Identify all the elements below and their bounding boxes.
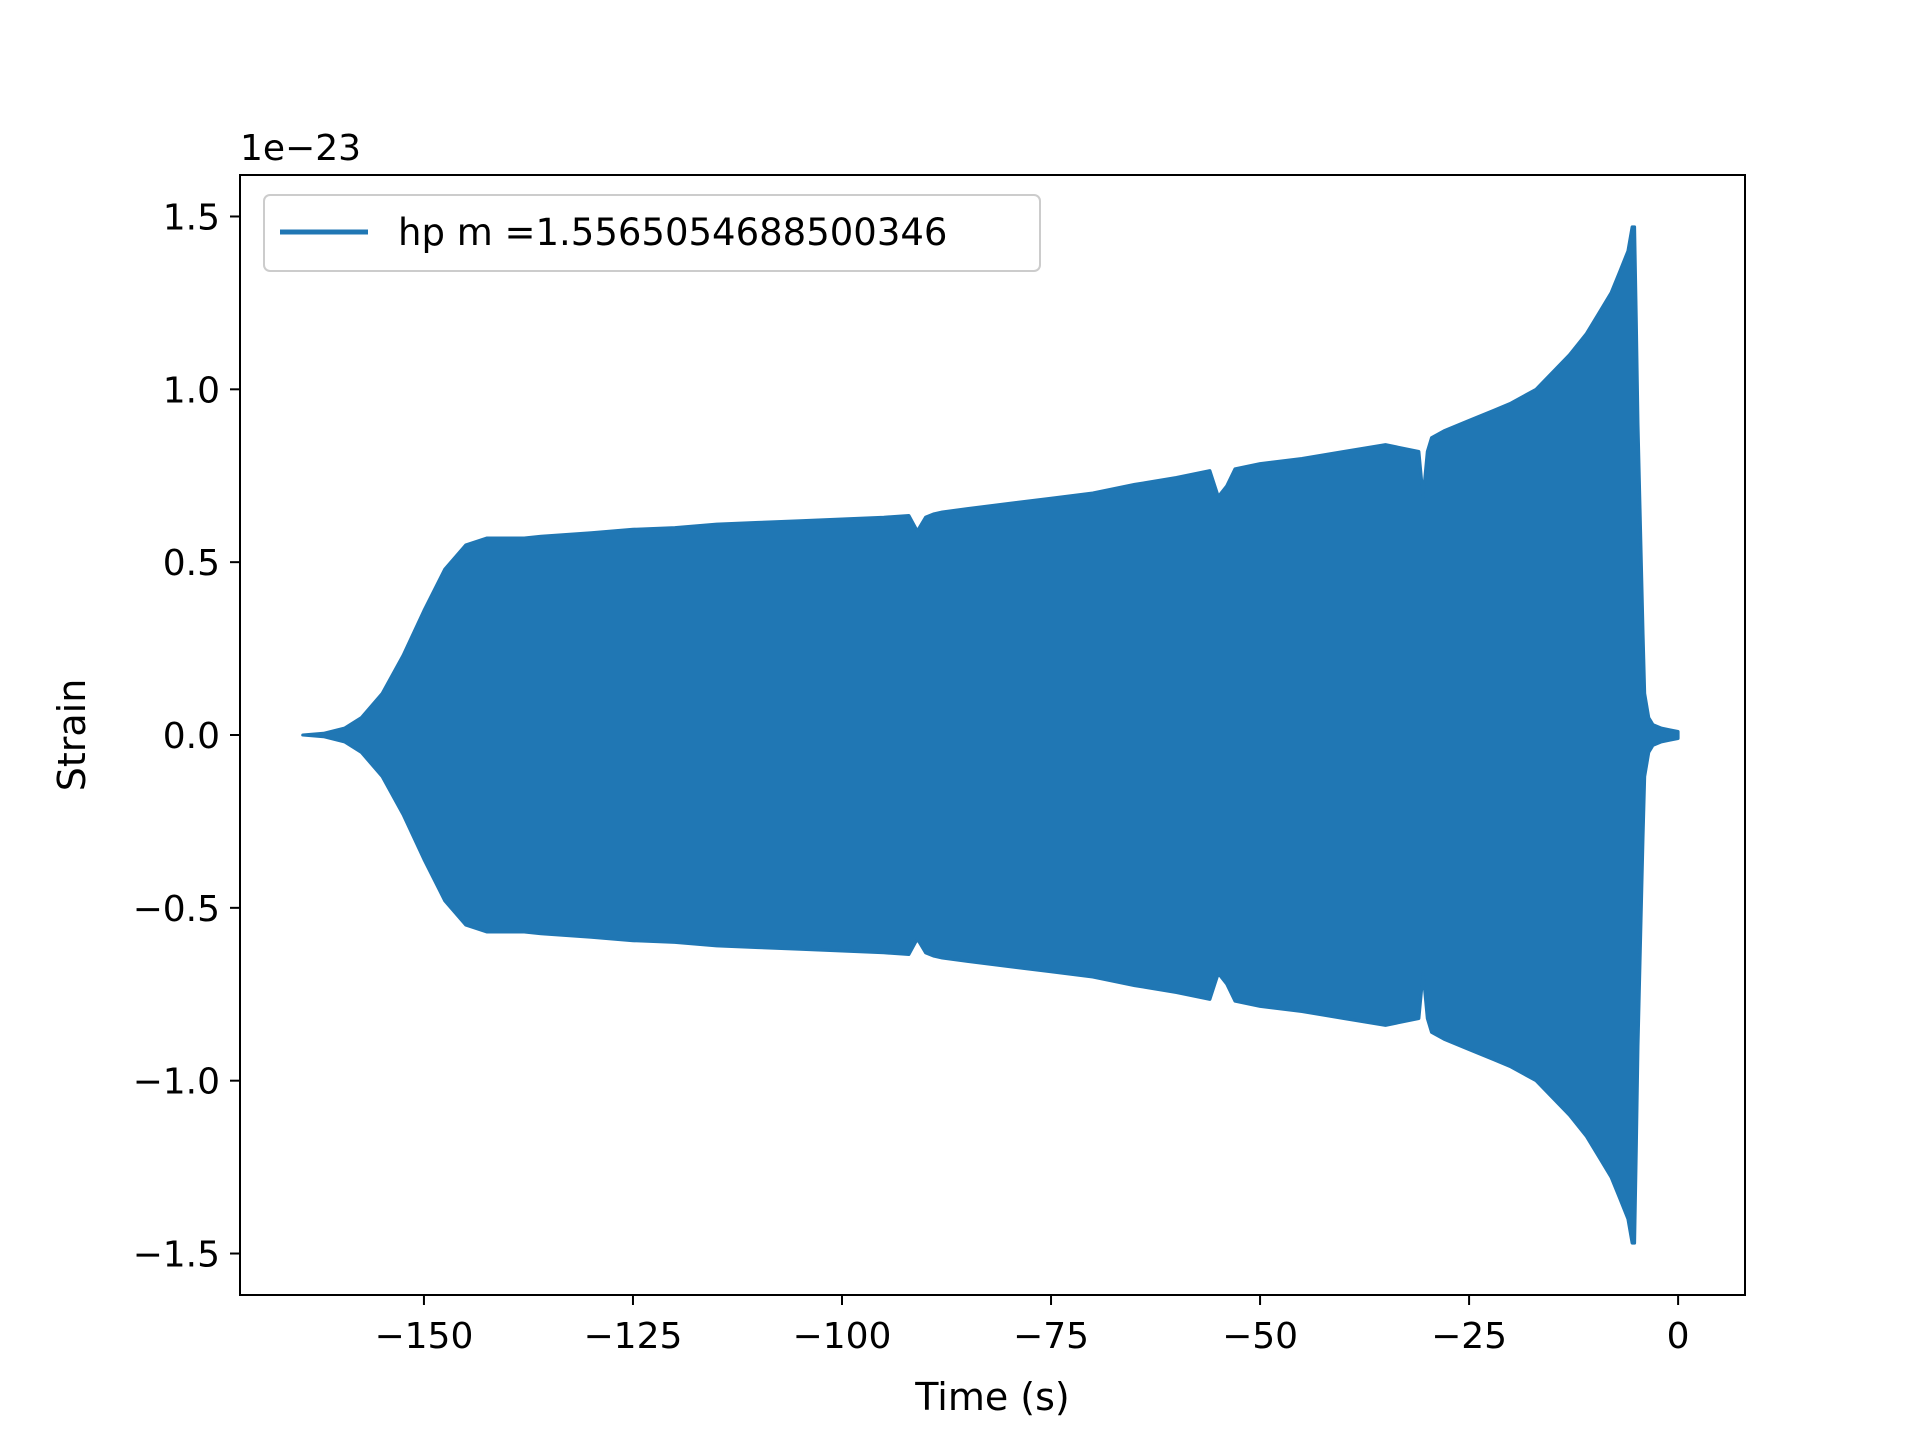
y-tick-label: −0.5 [133, 889, 220, 930]
x-tick-label: −25 [1431, 1316, 1507, 1357]
x-tick-label: 0 [1667, 1316, 1690, 1357]
x-tick-label: −75 [1013, 1316, 1089, 1357]
x-tick-label: −150 [374, 1316, 473, 1357]
y-tick-label: 1.0 [163, 370, 220, 411]
y-tick-label: −1.5 [133, 1235, 220, 1276]
legend-label: hp m =1.5565054688500346 [398, 211, 947, 254]
y-tick-label: −1.0 [133, 1062, 220, 1103]
x-tick-label: −50 [1222, 1316, 1298, 1357]
legend: hp m =1.5565054688500346 [263, 194, 1041, 272]
y-tick-label: 0.5 [163, 543, 220, 584]
y-axis-ticks: 1.5 1.0 0.5 0.0 −0.5 −1.0 −1.5 [133, 197, 240, 1276]
plot-layer [301, 225, 1680, 1245]
strain-waveform-area [301, 225, 1680, 1245]
x-axis-label: Time (s) [914, 1375, 1070, 1419]
legend-box [263, 194, 1041, 272]
y-axis-label: Strain [50, 679, 94, 792]
y-tick-label: 0.0 [163, 716, 220, 757]
x-tick-label: −100 [793, 1316, 892, 1357]
y-tick-label: 1.5 [163, 197, 220, 238]
y-offset-label: 1e−23 [240, 128, 361, 169]
x-tick-label: −125 [584, 1316, 683, 1357]
x-axis-ticks: −150 −125 −100 −75 −50 −25 0 [374, 1295, 1690, 1357]
